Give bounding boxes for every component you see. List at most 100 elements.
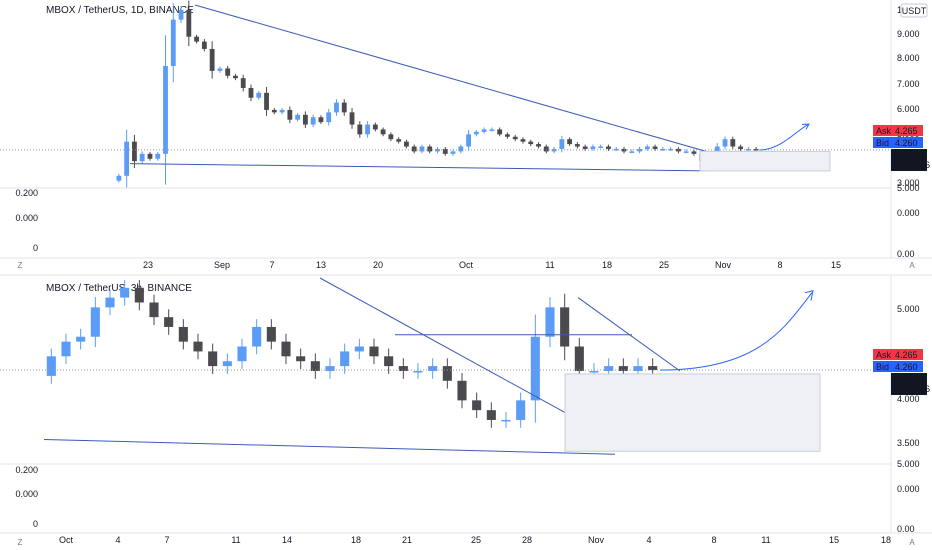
candle-body (341, 102, 347, 113)
candle-body (225, 68, 231, 76)
bid-price-bg (891, 137, 923, 148)
time-axis-label: Nov (715, 260, 732, 270)
pane-1d-title: MBOX / TetherUS, 1D, BINANCE (46, 5, 194, 16)
candle-body (613, 148, 619, 151)
candle-body (281, 341, 291, 357)
price-axis-label: 5.000 (897, 304, 920, 314)
indicator-left-label: 0 (33, 519, 38, 529)
candle-body (240, 78, 246, 88)
last-price-bg (891, 149, 927, 171)
candle-body (528, 141, 534, 145)
time-axis-label: 25 (659, 260, 669, 270)
bid-price: 4.260 (895, 362, 918, 372)
candle-body (559, 139, 565, 149)
candle-body (398, 366, 408, 371)
time-axis-label: 11 (231, 535, 240, 545)
candle-body (427, 146, 433, 152)
indicator-left-label: 0.200 (15, 188, 38, 198)
pane-1d-drawings[interactable] (0, 4, 891, 172)
time-axis-label: Oct (59, 535, 74, 545)
candle-body (530, 336, 540, 401)
candle-body (222, 361, 232, 367)
indicator-axis-label: 5.000 (897, 183, 920, 193)
candle-body (505, 134, 510, 137)
candle-body (396, 139, 402, 142)
candle-body (388, 134, 394, 140)
indicator-axis-label: 0.000 (897, 484, 920, 494)
candle-body (380, 129, 386, 135)
candle-body (149, 302, 159, 318)
projection-arrow-head (804, 290, 814, 301)
candle-body (76, 336, 86, 342)
candle-body (134, 287, 144, 303)
candle-body (648, 366, 658, 371)
candle-body (618, 366, 628, 371)
candle-body (590, 146, 596, 149)
pane-3h-corner-right[interactable]: A (909, 538, 915, 547)
pane-3h-title: MBOX / TetherUS, 3h, BINANCE (46, 283, 192, 294)
projection-arrow[interactable] (659, 292, 813, 371)
support-line[interactable] (43, 439, 616, 455)
candle-body (691, 151, 697, 154)
candle-body (252, 326, 262, 347)
pane-1d[interactable]: MBOX / TetherUS, 1D, BINANCE 10.0009.000… (0, 0, 932, 270)
candle-body (256, 92, 262, 98)
candle-body (652, 146, 658, 149)
candle-body (124, 141, 130, 176)
time-axis-label: 8 (777, 260, 782, 270)
time-axis-label: Sep (214, 260, 230, 270)
pane-3h-corner-left[interactable]: Z (18, 538, 23, 547)
candle-body (466, 134, 471, 147)
candle-body (442, 148, 448, 154)
consolidation-box[interactable] (699, 150, 831, 172)
projection-arrow-head (801, 123, 810, 130)
currency-badge[interactable] (900, 3, 928, 18)
candle-body (629, 151, 635, 153)
candle-body (442, 366, 452, 381)
candle-body (178, 326, 188, 342)
time-axis-label: 15 (829, 535, 839, 545)
candle-body (279, 109, 285, 113)
candle-body (404, 141, 409, 147)
candle-body (428, 366, 438, 371)
indicator-left-label: 0.000 (15, 489, 38, 499)
pane-1d-corner-right[interactable]: A (909, 261, 915, 270)
pane-3h-time-axis[interactable]: Oct 4 7 11 14 18 21 25 28 Nov 4 8 11 15 18 (59, 535, 891, 545)
candle-body (217, 68, 223, 71)
ask-label-bg (873, 349, 891, 360)
pane-3h-drawings[interactable] (0, 277, 891, 455)
pane-3h[interactable]: MBOX / TetherUS, 3h, BINANCE 5.0004.5004… (0, 274, 932, 545)
candle-body (512, 136, 518, 140)
pane-1d-indicator: 5.000 0.000 0.00 0.200 0.000 0 (15, 183, 919, 259)
time-axis-label: 18 (351, 535, 361, 545)
projection-arrow[interactable] (759, 124, 809, 151)
bid-label-bg (873, 361, 891, 372)
candle-body (560, 307, 570, 347)
time-axis-label: 7 (164, 535, 169, 545)
pane-1d-corner-left[interactable]: Z (18, 261, 23, 270)
pane-1d-time-axis[interactable]: 23 Sep 7 13 20 Oct 11 18 25 Nov 8 15 (143, 260, 841, 270)
support-line[interactable] (129, 163, 706, 172)
candle-body (302, 114, 308, 125)
price-axis-label: 4.000 (897, 394, 920, 404)
candle-body (264, 92, 269, 110)
consolidation-box[interactable] (564, 373, 821, 452)
candle-body (266, 326, 276, 342)
candle-body (334, 102, 339, 113)
candle-body (457, 380, 467, 401)
candle-body (481, 129, 487, 132)
candle-body (271, 109, 277, 113)
candle-body (147, 153, 153, 159)
candle-body (419, 146, 425, 152)
last-price: 4.260 (895, 374, 918, 384)
candle-body (450, 151, 456, 154)
last-price: 4.260 (895, 150, 918, 160)
candle-body (170, 19, 176, 66)
last-price-bg (891, 373, 927, 395)
wedge-upper-line[interactable] (577, 297, 681, 372)
candle-body (209, 48, 215, 71)
candle-body (644, 146, 650, 149)
descending-trendline[interactable] (194, 4, 741, 162)
